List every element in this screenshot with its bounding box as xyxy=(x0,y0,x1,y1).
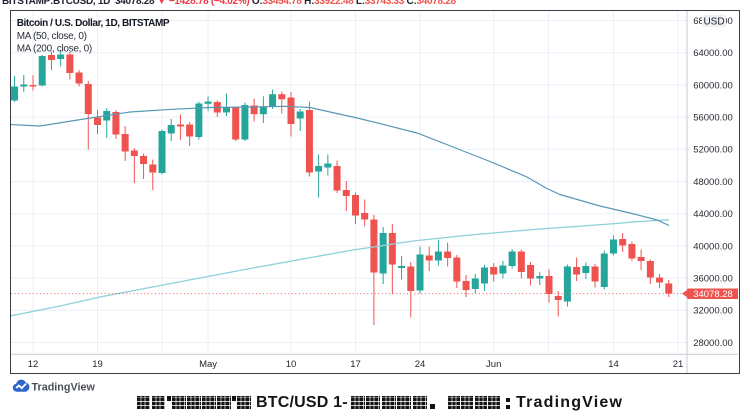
svg-text:34078.28: 34078.28 xyxy=(693,289,733,300)
svg-text:TradingView: TradingView xyxy=(32,382,96,394)
svg-text:17: 17 xyxy=(350,359,361,370)
svg-text:44000.00: 44000.00 xyxy=(693,209,733,220)
svg-text:52000.00: 52000.00 xyxy=(693,145,733,156)
svg-text:May: May xyxy=(199,359,217,370)
svg-text:40000.00: 40000.00 xyxy=(693,241,733,252)
svg-text:36000.00: 36000.00 xyxy=(693,274,733,285)
svg-text:USD: USD xyxy=(703,16,724,27)
svg-text:60000.00: 60000.00 xyxy=(693,80,733,91)
svg-text:48000.00: 48000.00 xyxy=(693,177,733,188)
svg-text:MA (200, close, 0): MA (200, close, 0) xyxy=(17,43,92,54)
svg-text:21: 21 xyxy=(673,359,684,370)
svg-text:28000.00: 28000.00 xyxy=(693,338,733,349)
svg-text:64000.00: 64000.00 xyxy=(693,48,733,59)
svg-text:10: 10 xyxy=(286,359,297,370)
svg-text:MA (50, close, 0): MA (50, close, 0) xyxy=(17,31,87,42)
svg-text:56000.00: 56000.00 xyxy=(693,113,733,124)
svg-text:32000.00: 32000.00 xyxy=(693,306,733,317)
svg-text:19: 19 xyxy=(92,359,103,370)
svg-text:12: 12 xyxy=(28,359,39,370)
svg-text:14: 14 xyxy=(608,359,619,370)
svg-text:Jun: Jun xyxy=(486,359,501,370)
svg-text:24: 24 xyxy=(415,359,426,370)
svg-text:Bitcoin / U.S. Dollar, 1D, BIT: Bitcoin / U.S. Dollar, 1D, BITSTAMP xyxy=(17,18,170,29)
